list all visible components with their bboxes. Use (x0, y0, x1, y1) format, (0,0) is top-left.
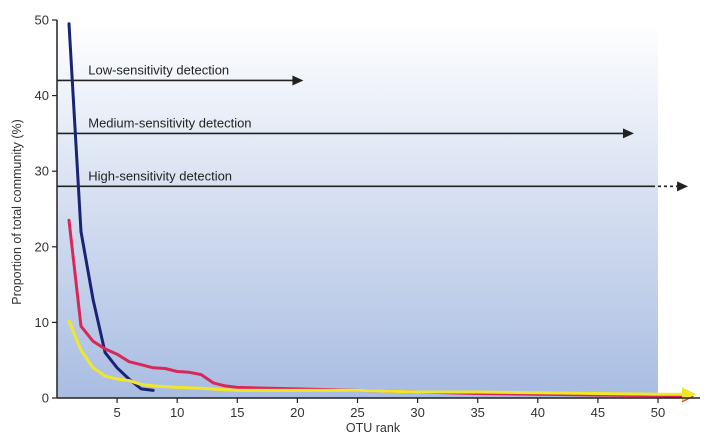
plot-background (57, 20, 658, 398)
data-series (67, 22, 697, 403)
annotation-arrowhead (677, 181, 689, 192)
x-tick-label: 20 (290, 405, 304, 420)
y-ticks: 0 10 20 30 40 50 (35, 13, 57, 406)
annotation-label: Medium-sensitivity detection (88, 115, 251, 130)
y-tick-label: 0 (42, 391, 49, 406)
y-tick-label: 50 (35, 13, 49, 28)
y-tick-label: 20 (35, 239, 49, 254)
series-arrowhead-yellow (682, 387, 697, 402)
x-tick-label: 40 (531, 405, 545, 420)
y-tick-label: 40 (35, 88, 49, 103)
x-tick-label: 45 (591, 405, 605, 420)
series-line-0 (67, 22, 155, 392)
y-tick-label: 30 (35, 164, 49, 179)
x-tick-label: 25 (350, 405, 364, 420)
series-line-2 (67, 319, 684, 396)
x-tick-label: 30 (410, 405, 424, 420)
annotation-label: Low-sensitivity detection (88, 62, 229, 77)
annotation-label: High-sensitivity detection (88, 168, 232, 183)
x-tick-label: 15 (230, 405, 244, 420)
x-tick-label: 10 (170, 405, 184, 420)
y-tick-label: 10 (35, 315, 49, 330)
annotation-arrows: Low-sensitivity detection Medium-sensitiv… (57, 62, 689, 192)
x-ticks: 5 10 15 20 25 30 35 40 45 50 (113, 398, 665, 420)
y-axis-label: Proportion of total community (%) (10, 119, 24, 305)
x-tick-label: 5 (113, 405, 120, 420)
annotation-arrowhead (622, 128, 634, 139)
x-tick-label: 35 (470, 405, 484, 420)
annotation-arrowhead (292, 75, 304, 86)
x-axis-label: OTU rank (346, 421, 401, 435)
x-tick-label: 50 (651, 405, 665, 420)
